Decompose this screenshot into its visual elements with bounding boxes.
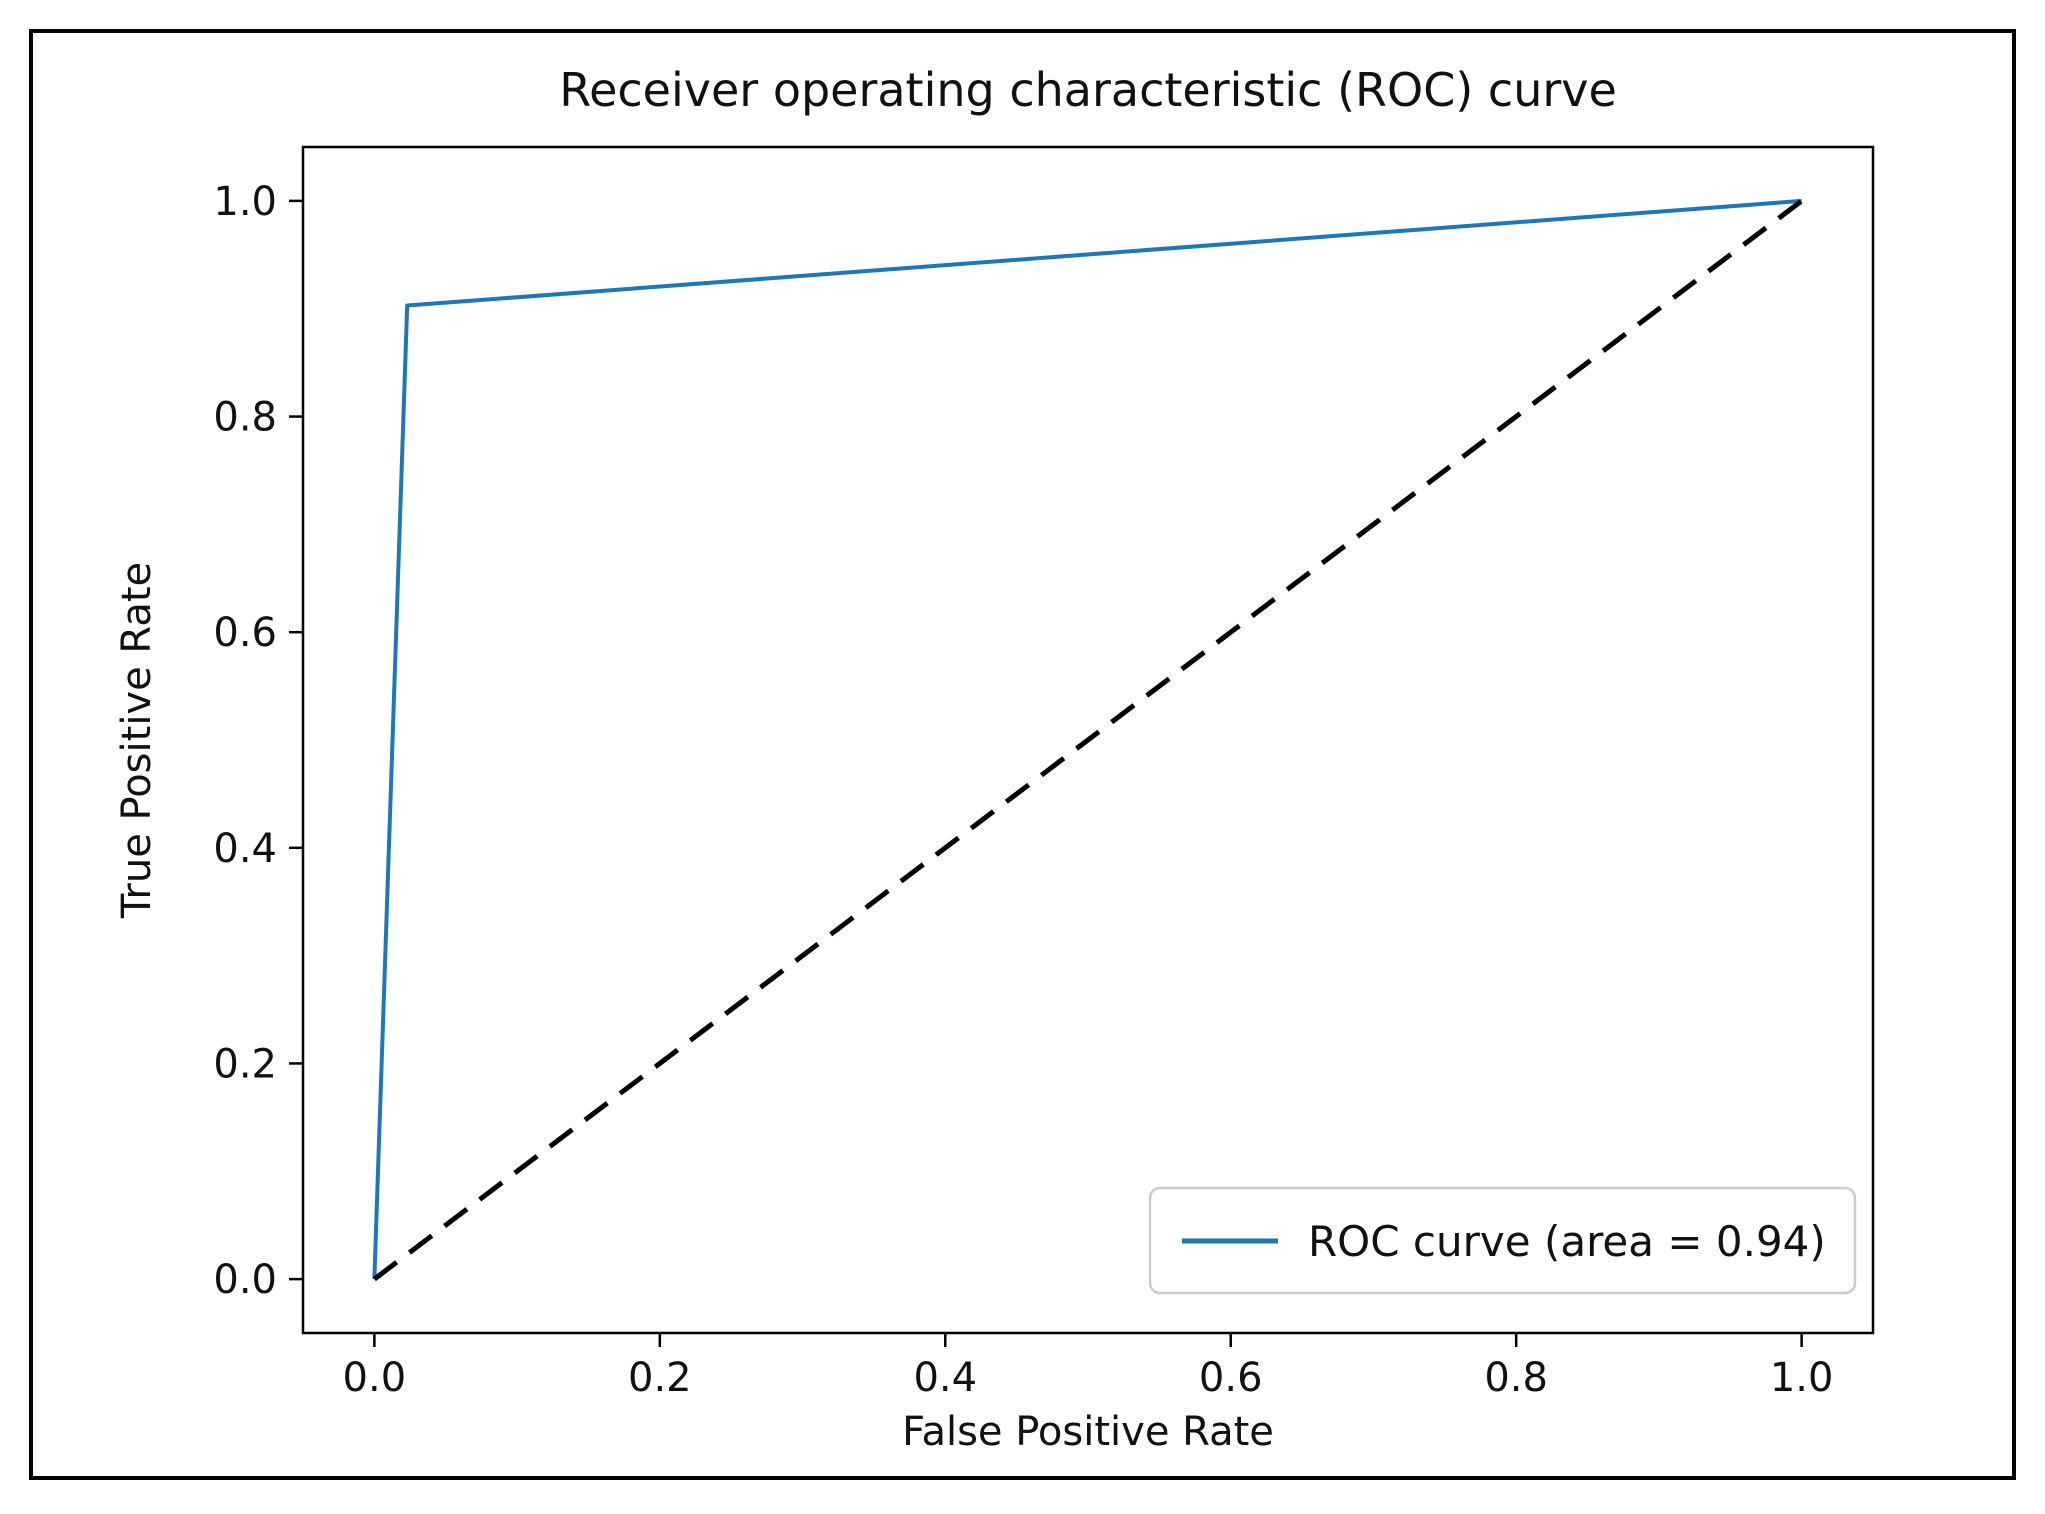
legend: ROC curve (area = 0.94) — [1148, 1186, 1857, 1295]
x-tick-label: 0.6 — [1199, 1355, 1263, 1401]
y-tick-label: 1.0 — [213, 179, 277, 225]
y-tick-label: 0.8 — [213, 395, 277, 441]
y-tick-label: 0.4 — [213, 826, 277, 872]
x-tick-label: 0.2 — [628, 1355, 692, 1401]
chart-title: Receiver operating characteristic (ROC) … — [559, 63, 1617, 117]
x-tick-label: 0.8 — [1484, 1355, 1548, 1401]
y-tick-label: 0.0 — [213, 1257, 277, 1303]
chance-diagonal-line — [372, 198, 1804, 1282]
x-axis-label: False Positive Rate — [902, 1409, 1274, 1455]
legend-box — [1148, 1186, 1857, 1295]
y-axis-label: True Positive Rate — [114, 562, 160, 919]
y-tick-label: 0.2 — [213, 1041, 277, 1087]
roc-curve-line — [372, 198, 1802, 1280]
x-tick-label: 0.0 — [343, 1355, 407, 1401]
legend-label: ROC curve (area = 0.94) — [1308, 1217, 1826, 1266]
series-layer — [372, 198, 1804, 1282]
y-tick-label: 0.6 — [213, 610, 277, 656]
x-tick-label: 1.0 — [1770, 1355, 1834, 1401]
ticks-layer: 0.0 0.2 0.4 0.6 0.8 1.0 0.0 0.2 0.4 0.6 0.8 1.0 — [213, 179, 1833, 1401]
x-tick-label: 0.4 — [913, 1355, 977, 1401]
